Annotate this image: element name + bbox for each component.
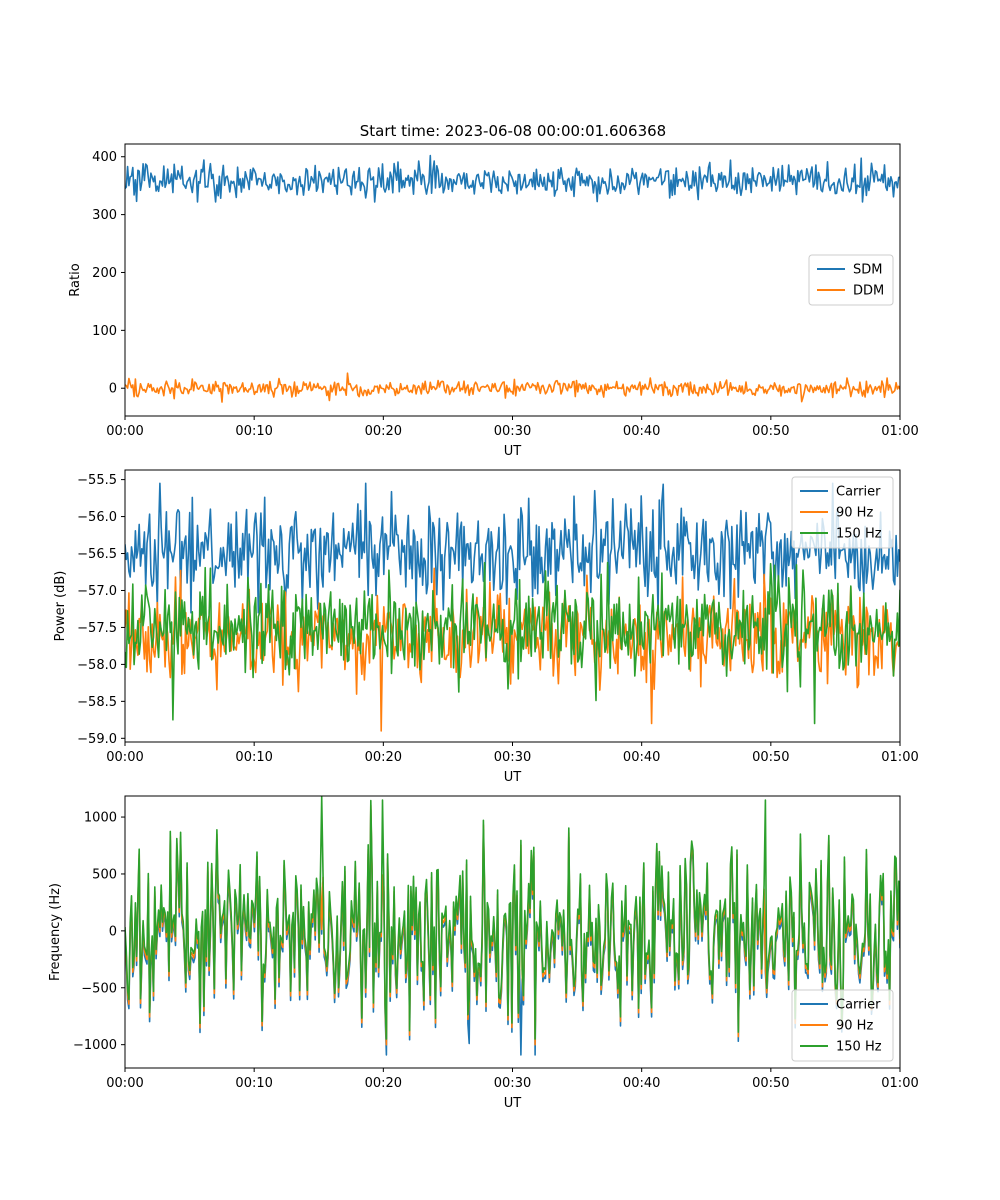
x-tick-label: 00:10 [235,750,272,765]
y-tick-label: −59.0 [77,732,117,747]
legend: SDM DDM [808,254,894,306]
y-tick-label: −500 [81,981,117,996]
x-tick-label: 00:40 [623,1076,660,1091]
x-tick-label: 00:00 [106,424,143,439]
x-tick-label: 00:00 [106,1076,143,1091]
x-tick-label: 00:00 [106,750,143,765]
x-tick-label: 00:40 [623,750,660,765]
series-line-carrier [125,482,900,614]
legend-label: DDM [853,284,884,299]
legend-box [791,476,894,549]
y-tick-label: −56.0 [77,510,117,525]
series-group [125,796,900,1056]
y-axis-label: Power (dB) [53,571,68,642]
y-tick-label: −56.5 [77,547,117,562]
y-tick-label: −57.5 [77,621,117,636]
series-line-150-hz [125,796,900,1040]
x-tick-label: 00:50 [752,424,789,439]
legend-label: Carrier [836,998,881,1013]
chart-1: 00:00 00:10 00:20 00:30 00:40 00:50 01:00 UT 0 10… [68,143,919,459]
charts: 00:00 00:10 00:20 00:30 00:40 00:50 01:00 UT 0 10… [48,143,919,1111]
x-tick-label: 00:50 [752,1076,789,1091]
legend-label: 90 Hz [836,506,873,521]
y-tick-label: 0 [109,382,117,397]
y-tick-label: 300 [92,208,117,223]
legend-label: SDM [853,263,882,278]
x-axis-label: UT [504,444,522,459]
x-tick-label: 00:20 [365,750,402,765]
y-tick-label: −55.5 [77,473,117,488]
y-tick-label: 400 [92,150,117,165]
y-tick-label: 500 [92,867,117,882]
y-axis-label: Ratio [68,263,83,296]
legend-label: 150 Hz [836,1040,882,1055]
x-tick-label: 00:30 [494,424,531,439]
x-tick-label: 00:30 [494,750,531,765]
legend-box [808,254,894,306]
y-tick-label: 100 [92,324,117,339]
y-axis-label: Frequency (Hz) [48,883,63,981]
legend-label: Carrier [836,485,881,500]
x-tick-label: 00:30 [494,1076,531,1091]
x-tick-label: 00:20 [365,424,402,439]
y-tick-label: 0 [109,924,117,939]
y-tick-label: −1000 [73,1038,117,1053]
x-tick-label: 00:40 [623,424,660,439]
x-tick-label: 00:10 [235,1076,272,1091]
x-tick-label: 00:50 [752,750,789,765]
series-group [125,154,900,403]
x-axis-label: UT [504,770,522,785]
x-tick-label: 01:00 [881,750,918,765]
x-tick-label: 00:10 [235,424,272,439]
x-tick-label: 01:00 [881,424,918,439]
x-tick-label: 00:20 [365,1076,402,1091]
x-axis-label: UT [504,1096,522,1111]
y-tick-label: 1000 [84,811,117,826]
legend: Carrier 90 Hz 150 Hz [791,476,894,549]
legend: Carrier 90 Hz 150 Hz [791,989,894,1062]
legend-label: 90 Hz [836,1019,873,1034]
chart-3: 00:00 00:10 00:20 00:30 00:40 00:50 01:00 UT −10… [48,795,919,1111]
y-tick-label: 200 [92,266,117,281]
legend-box [791,989,894,1062]
chart-2: 00:00 00:10 00:20 00:30 00:40 00:50 01:00 UT −59… [53,469,919,785]
series-line-sdm [125,154,900,203]
series-group [125,482,900,732]
x-tick-label: 01:00 [881,1076,918,1091]
y-tick-label: −57.0 [77,584,117,599]
series-line-ddm [125,372,900,403]
y-tick-label: −58.5 [77,695,117,710]
y-tick-label: −58.0 [77,658,117,673]
figure-title: Start time: 2023-06-08 00:00:01.606368 [360,122,666,140]
legend-label: 150 Hz [836,527,882,542]
series-line-150-hz [125,561,900,725]
